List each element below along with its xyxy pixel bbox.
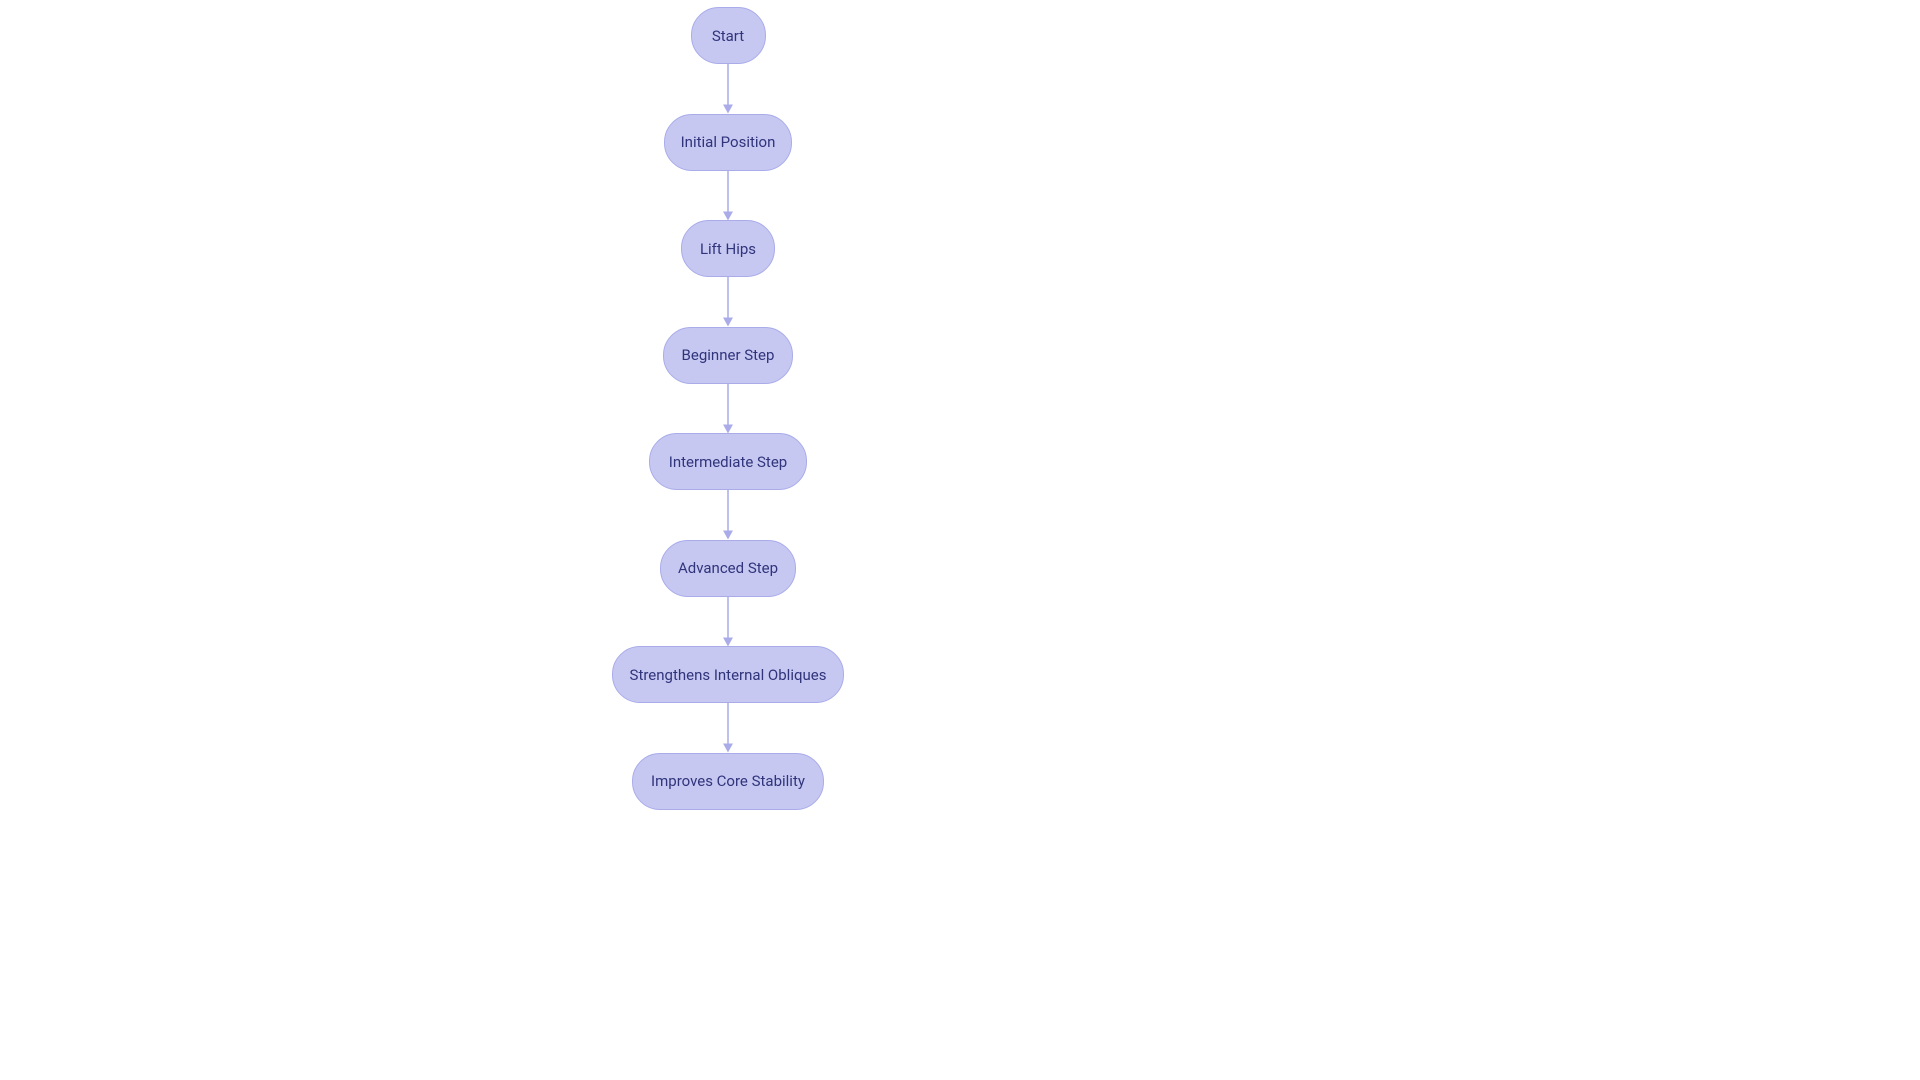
node-start: Start (691, 7, 766, 64)
edge-start-initial (717, 64, 739, 114)
edge-beginner-intermediate (717, 384, 739, 434)
node-label: Advanced Step (678, 559, 778, 577)
node-label: Initial Position (681, 133, 776, 151)
node-label: Improves Core Stability (651, 772, 805, 790)
node-strengthens: Strengthens Internal Obliques (612, 646, 844, 703)
edge-initial-lift (717, 171, 739, 221)
edge-intermediate-advanced (717, 490, 739, 540)
flowchart-canvas: Start Initial Position Lift Hips Beginner S… (0, 0, 1920, 1080)
node-beginner: Beginner Step (663, 327, 793, 384)
node-improves: Improves Core Stability (632, 753, 824, 810)
node-lift: Lift Hips (681, 220, 775, 277)
node-intermediate: Intermediate Step (649, 433, 807, 490)
edge-strengthens-improves (717, 703, 739, 753)
node-label: Lift Hips (700, 240, 756, 258)
edge-lift-beginner (717, 277, 739, 327)
node-label: Intermediate Step (669, 453, 787, 471)
node-label: Strengthens Internal Obliques (630, 666, 827, 684)
node-advanced: Advanced Step (660, 540, 796, 597)
node-label: Beginner Step (682, 346, 775, 364)
node-label: Start (712, 27, 744, 45)
edge-advanced-strengthens (717, 597, 739, 647)
node-initial: Initial Position (664, 114, 792, 171)
